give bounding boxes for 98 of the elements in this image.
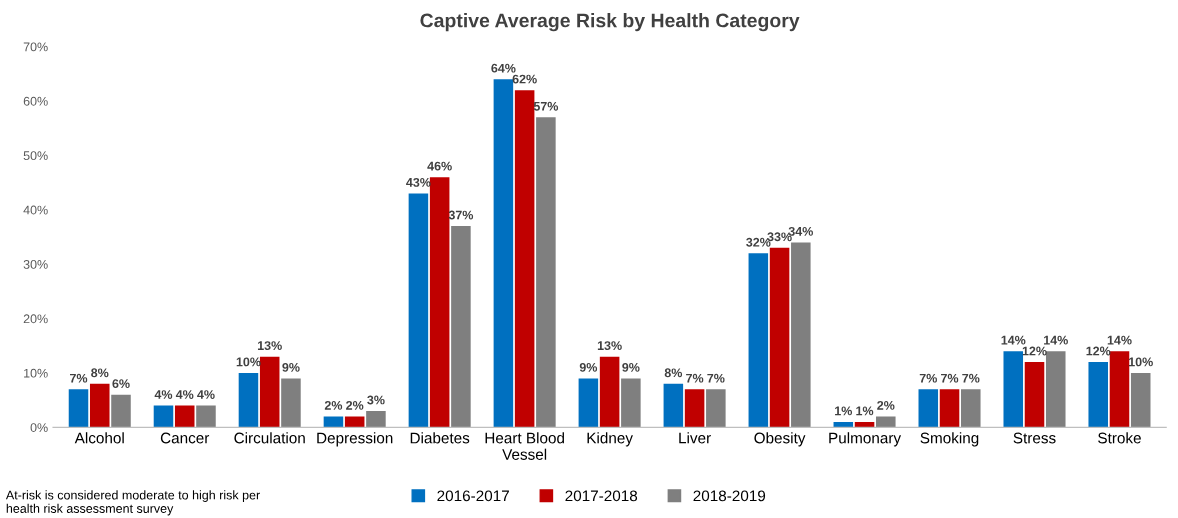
x-tick-label: Stress (1013, 432, 1056, 444)
data-label: 10% (1129, 357, 1153, 367)
bar (578, 378, 599, 428)
data-label: 2% (324, 400, 343, 410)
x-tick-label: Diabetes (410, 432, 470, 444)
x-tick-label: Depression (317, 432, 393, 447)
bar (1045, 351, 1066, 428)
x-tick-label: Circulation (234, 432, 305, 444)
bar (514, 90, 535, 428)
bar (1024, 362, 1045, 428)
bar (684, 389, 705, 428)
data-label: 7% (686, 373, 704, 383)
bar (663, 383, 684, 428)
bar (1130, 372, 1151, 428)
bar (769, 247, 790, 428)
y-tick-label: 40% (23, 205, 48, 215)
bar (854, 421, 875, 428)
bar (961, 389, 981, 428)
data-label: 64% (491, 63, 516, 73)
data-label: 3% (367, 395, 385, 405)
bar (281, 378, 301, 428)
bar (323, 416, 344, 428)
data-label: 2% (877, 400, 895, 410)
bar (1088, 362, 1109, 428)
bar (1109, 351, 1130, 428)
data-label: 9% (579, 362, 598, 372)
data-label: 8% (91, 368, 109, 378)
x-tick-label: Stroke (1098, 432, 1141, 444)
data-label: 14% (1001, 335, 1026, 345)
data-label: 4% (197, 390, 215, 399)
data-label: 1% (835, 406, 853, 416)
bar (493, 79, 514, 428)
x-tick-label: Heart Blood Vessel (485, 432, 564, 460)
x-tick-label: Pulmonary (829, 432, 902, 447)
data-label: 4% (154, 390, 173, 399)
bar (621, 378, 641, 428)
bar (408, 193, 429, 428)
bar (344, 416, 365, 428)
y-tick-label: 60% (23, 96, 48, 106)
y-tick-label: 70% (23, 42, 48, 52)
bar (196, 405, 216, 428)
bar (1003, 351, 1024, 428)
bar (153, 405, 174, 428)
data-label: 14% (1107, 335, 1132, 345)
bar (706, 389, 726, 428)
y-tick-label: 10% (24, 368, 48, 378)
bar (111, 394, 131, 428)
data-label: 7% (70, 373, 88, 383)
data-label: 9% (622, 362, 640, 372)
data-label: 7% (919, 373, 937, 383)
y-tick-label: 0% (30, 423, 48, 432)
x-tick-label: Alcohol (74, 432, 124, 444)
bar (599, 356, 620, 428)
bar (939, 389, 960, 428)
bar (918, 389, 939, 428)
bar (238, 372, 259, 428)
bar (748, 253, 769, 428)
bar (536, 117, 556, 428)
data-label: 6% (112, 379, 130, 389)
data-label: 7% (941, 373, 959, 383)
text: At-risk is considered moderate to high risk per health risk assessment survey (5, 490, 260, 516)
data-label: 1% (856, 406, 874, 416)
legend-label: 2017-2018 (565, 490, 638, 502)
data-label: 12% (1086, 346, 1111, 356)
data-label: 46% (427, 161, 452, 171)
x-tick-label: Cancer (160, 432, 210, 444)
bar (451, 226, 471, 428)
data-label: 57% (533, 101, 559, 111)
data-label: 2% (346, 400, 364, 410)
data-label: 12% (1022, 346, 1047, 356)
data-label: 13% (257, 341, 282, 351)
data-label: 7% (962, 373, 980, 383)
chart-title: Captive Average Risk by Health Category (420, 13, 800, 32)
x-tick-label: Liver (679, 432, 711, 444)
bar (259, 356, 280, 428)
x-tick-label: Obesity (754, 432, 806, 447)
bar (429, 177, 450, 428)
data-label: 14% (1044, 335, 1068, 345)
data-label: 7% (707, 373, 725, 383)
bar (89, 383, 110, 428)
data-label: 9% (282, 362, 300, 372)
data-label: 8% (664, 368, 683, 378)
x-tick-label: Smoking (920, 432, 979, 447)
bar (174, 405, 195, 428)
x-tick-label: Kidney (587, 432, 633, 447)
data-label: 13% (597, 341, 622, 351)
y-tick-label: 30% (23, 259, 48, 269)
bar (833, 421, 854, 428)
data-label: 4% (175, 390, 194, 399)
legend-label: 2016-2017 (437, 490, 509, 502)
legend-label: 2018-2019 (693, 490, 766, 502)
y-tick-label: 50% (23, 151, 48, 161)
data-label: 62% (512, 74, 537, 84)
bar (366, 411, 386, 428)
bar (876, 416, 896, 428)
bar (68, 389, 89, 428)
bar (791, 242, 811, 428)
y-tick-label: 20% (23, 314, 48, 324)
